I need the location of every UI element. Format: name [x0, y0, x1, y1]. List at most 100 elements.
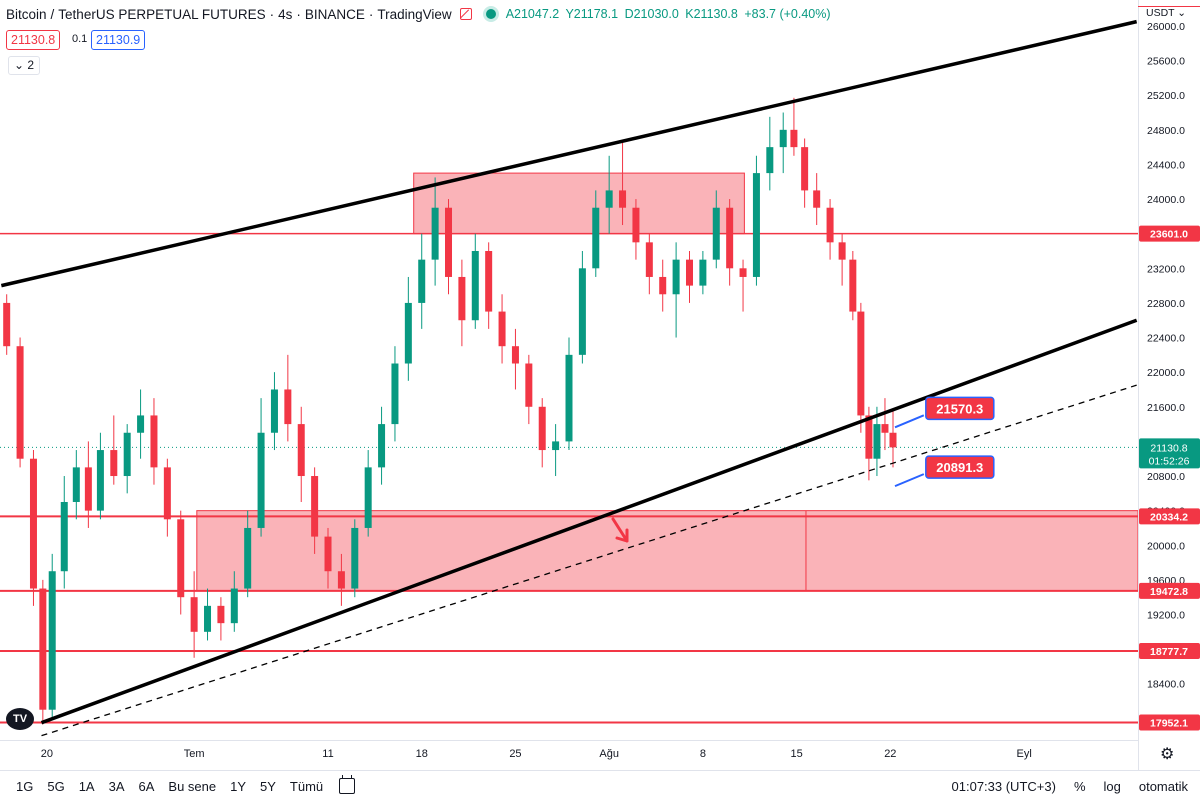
level-price-label: 19472.8 — [1150, 586, 1188, 598]
candle-body — [29, 458, 37, 589]
range-1G[interactable]: 1G — [16, 778, 34, 794]
supply-demand-zone[interactable] — [413, 172, 745, 235]
candle-body — [659, 276, 667, 295]
buy-button[interactable]: 21130.9 — [91, 30, 146, 50]
last-price-badge — [1139, 438, 1200, 469]
candle-body — [498, 311, 506, 347]
callout-pointer — [894, 414, 925, 429]
calendar-icon[interactable] — [339, 775, 356, 794]
log-toggle[interactable]: log — [1103, 778, 1121, 794]
candle-body — [284, 389, 292, 425]
annotations: 21570.3 20891.3 — [611, 396, 995, 543]
candle-body — [849, 259, 857, 312]
range-6A[interactable]: 6A — [138, 778, 155, 794]
candle-body — [404, 302, 412, 364]
candle-body — [471, 250, 479, 321]
candle-body — [552, 441, 560, 451]
range-3A[interactable]: 3A — [108, 778, 125, 794]
candle-body — [204, 605, 212, 632]
price-tick-label: 22800.0 — [1147, 298, 1185, 310]
channel-trendline[interactable] — [0, 19, 1138, 288]
candle-body — [110, 450, 118, 477]
level-price-label: 23601.0 — [1150, 229, 1188, 241]
candle-body — [244, 527, 252, 589]
platform: TradingView — [377, 6, 452, 22]
time-tick-label: 8 — [700, 748, 706, 760]
price-tick-label: 20800.0 — [1147, 471, 1185, 483]
clock-time[interactable]: 01:07:33 (UTC+3) — [951, 778, 1056, 794]
exchange: BINANCE — [304, 6, 365, 22]
candle-body — [538, 406, 546, 451]
time-tick-label: Ağu — [599, 748, 619, 760]
candle-body — [826, 207, 834, 243]
price-axis-bg — [1138, 0, 1200, 770]
price-tick-label: 24800.0 — [1147, 125, 1185, 137]
candle-body — [431, 207, 439, 260]
range-ytd[interactable]: Bu sene — [168, 778, 217, 794]
range-5G[interactable]: 5G — [47, 778, 65, 794]
time-tick-label: 15 — [790, 748, 802, 760]
candle-body — [364, 467, 372, 528]
level-price-badge — [1139, 643, 1200, 660]
time-tick-label: Eyl — [1017, 748, 1032, 760]
candle-body — [881, 424, 889, 433]
candle-body — [578, 268, 586, 355]
down-arrow-annotation — [611, 517, 629, 543]
price-tick-label: 20000.0 — [1147, 540, 1185, 552]
horizontal-levels — [0, 232, 1138, 724]
currency-label: USDT ⌄ — [1146, 7, 1186, 19]
price-tick-label: 21600.0 — [1147, 402, 1185, 414]
candle-body — [84, 467, 92, 511]
candle-body — [150, 415, 158, 468]
tradingview-logo-icon[interactable]: TV — [6, 708, 34, 730]
candle-body — [605, 190, 613, 208]
symbol-header[interactable]: Bitcoin / TetherUS PERPETUAL FUTURES · 4… — [6, 4, 834, 24]
candle-body — [16, 346, 24, 459]
zones — [196, 172, 1139, 592]
indicators-toggle[interactable]: ⌄ 2 — [8, 56, 41, 75]
candle-body — [177, 519, 185, 598]
candle-body — [324, 536, 332, 572]
gear-icon[interactable]: ⚙ — [1160, 746, 1175, 763]
bar-countdown: 01:52:26 — [1149, 455, 1190, 467]
time-axis: 20 Tem 11 18 25 Ağu 8 15 22 Eyl — [0, 740, 1138, 760]
candle-body — [801, 147, 809, 191]
flag-icon[interactable] — [459, 8, 472, 20]
candle-body — [378, 424, 386, 468]
range-1A[interactable]: 1A — [78, 778, 95, 794]
interval[interactable]: 4s — [278, 6, 293, 22]
price-tick-label: 23200.0 — [1147, 263, 1185, 275]
sell-button[interactable]: 21130.8 — [6, 30, 61, 50]
candle-body — [96, 450, 104, 511]
callout-pointer — [894, 473, 925, 488]
candle-body — [39, 588, 47, 710]
candle-body — [645, 242, 653, 277]
candle-body — [685, 259, 693, 286]
candle-body — [3, 302, 11, 347]
candle-body — [790, 129, 798, 148]
candle-body — [739, 268, 747, 277]
price-callout[interactable] — [925, 396, 995, 421]
candle-body — [889, 432, 897, 448]
last-price-label: 21130.8 — [1150, 442, 1187, 454]
candle-body — [779, 129, 787, 148]
candle-body — [592, 207, 600, 269]
auto-toggle[interactable]: otomatik — [1138, 778, 1188, 794]
range-5Y[interactable]: 5Y — [260, 778, 276, 794]
candle-body — [699, 259, 707, 286]
separator: · — [296, 6, 301, 22]
range-all[interactable]: Tümü — [289, 778, 324, 794]
percent-toggle[interactable]: % — [1073, 778, 1086, 794]
dashed-trendline[interactable] — [41, 384, 1137, 737]
candle-body — [766, 147, 774, 174]
candle-body — [190, 597, 198, 632]
range-1Y[interactable]: 1Y — [230, 778, 247, 794]
trendlines — [0, 19, 1138, 737]
candle-body — [137, 415, 145, 433]
ohlc-low: D21030.0 — [624, 7, 679, 21]
candle-body — [857, 311, 865, 416]
candle-body — [838, 242, 846, 260]
channel-trendline[interactable] — [40, 318, 1138, 725]
price-callout[interactable] — [925, 455, 995, 479]
